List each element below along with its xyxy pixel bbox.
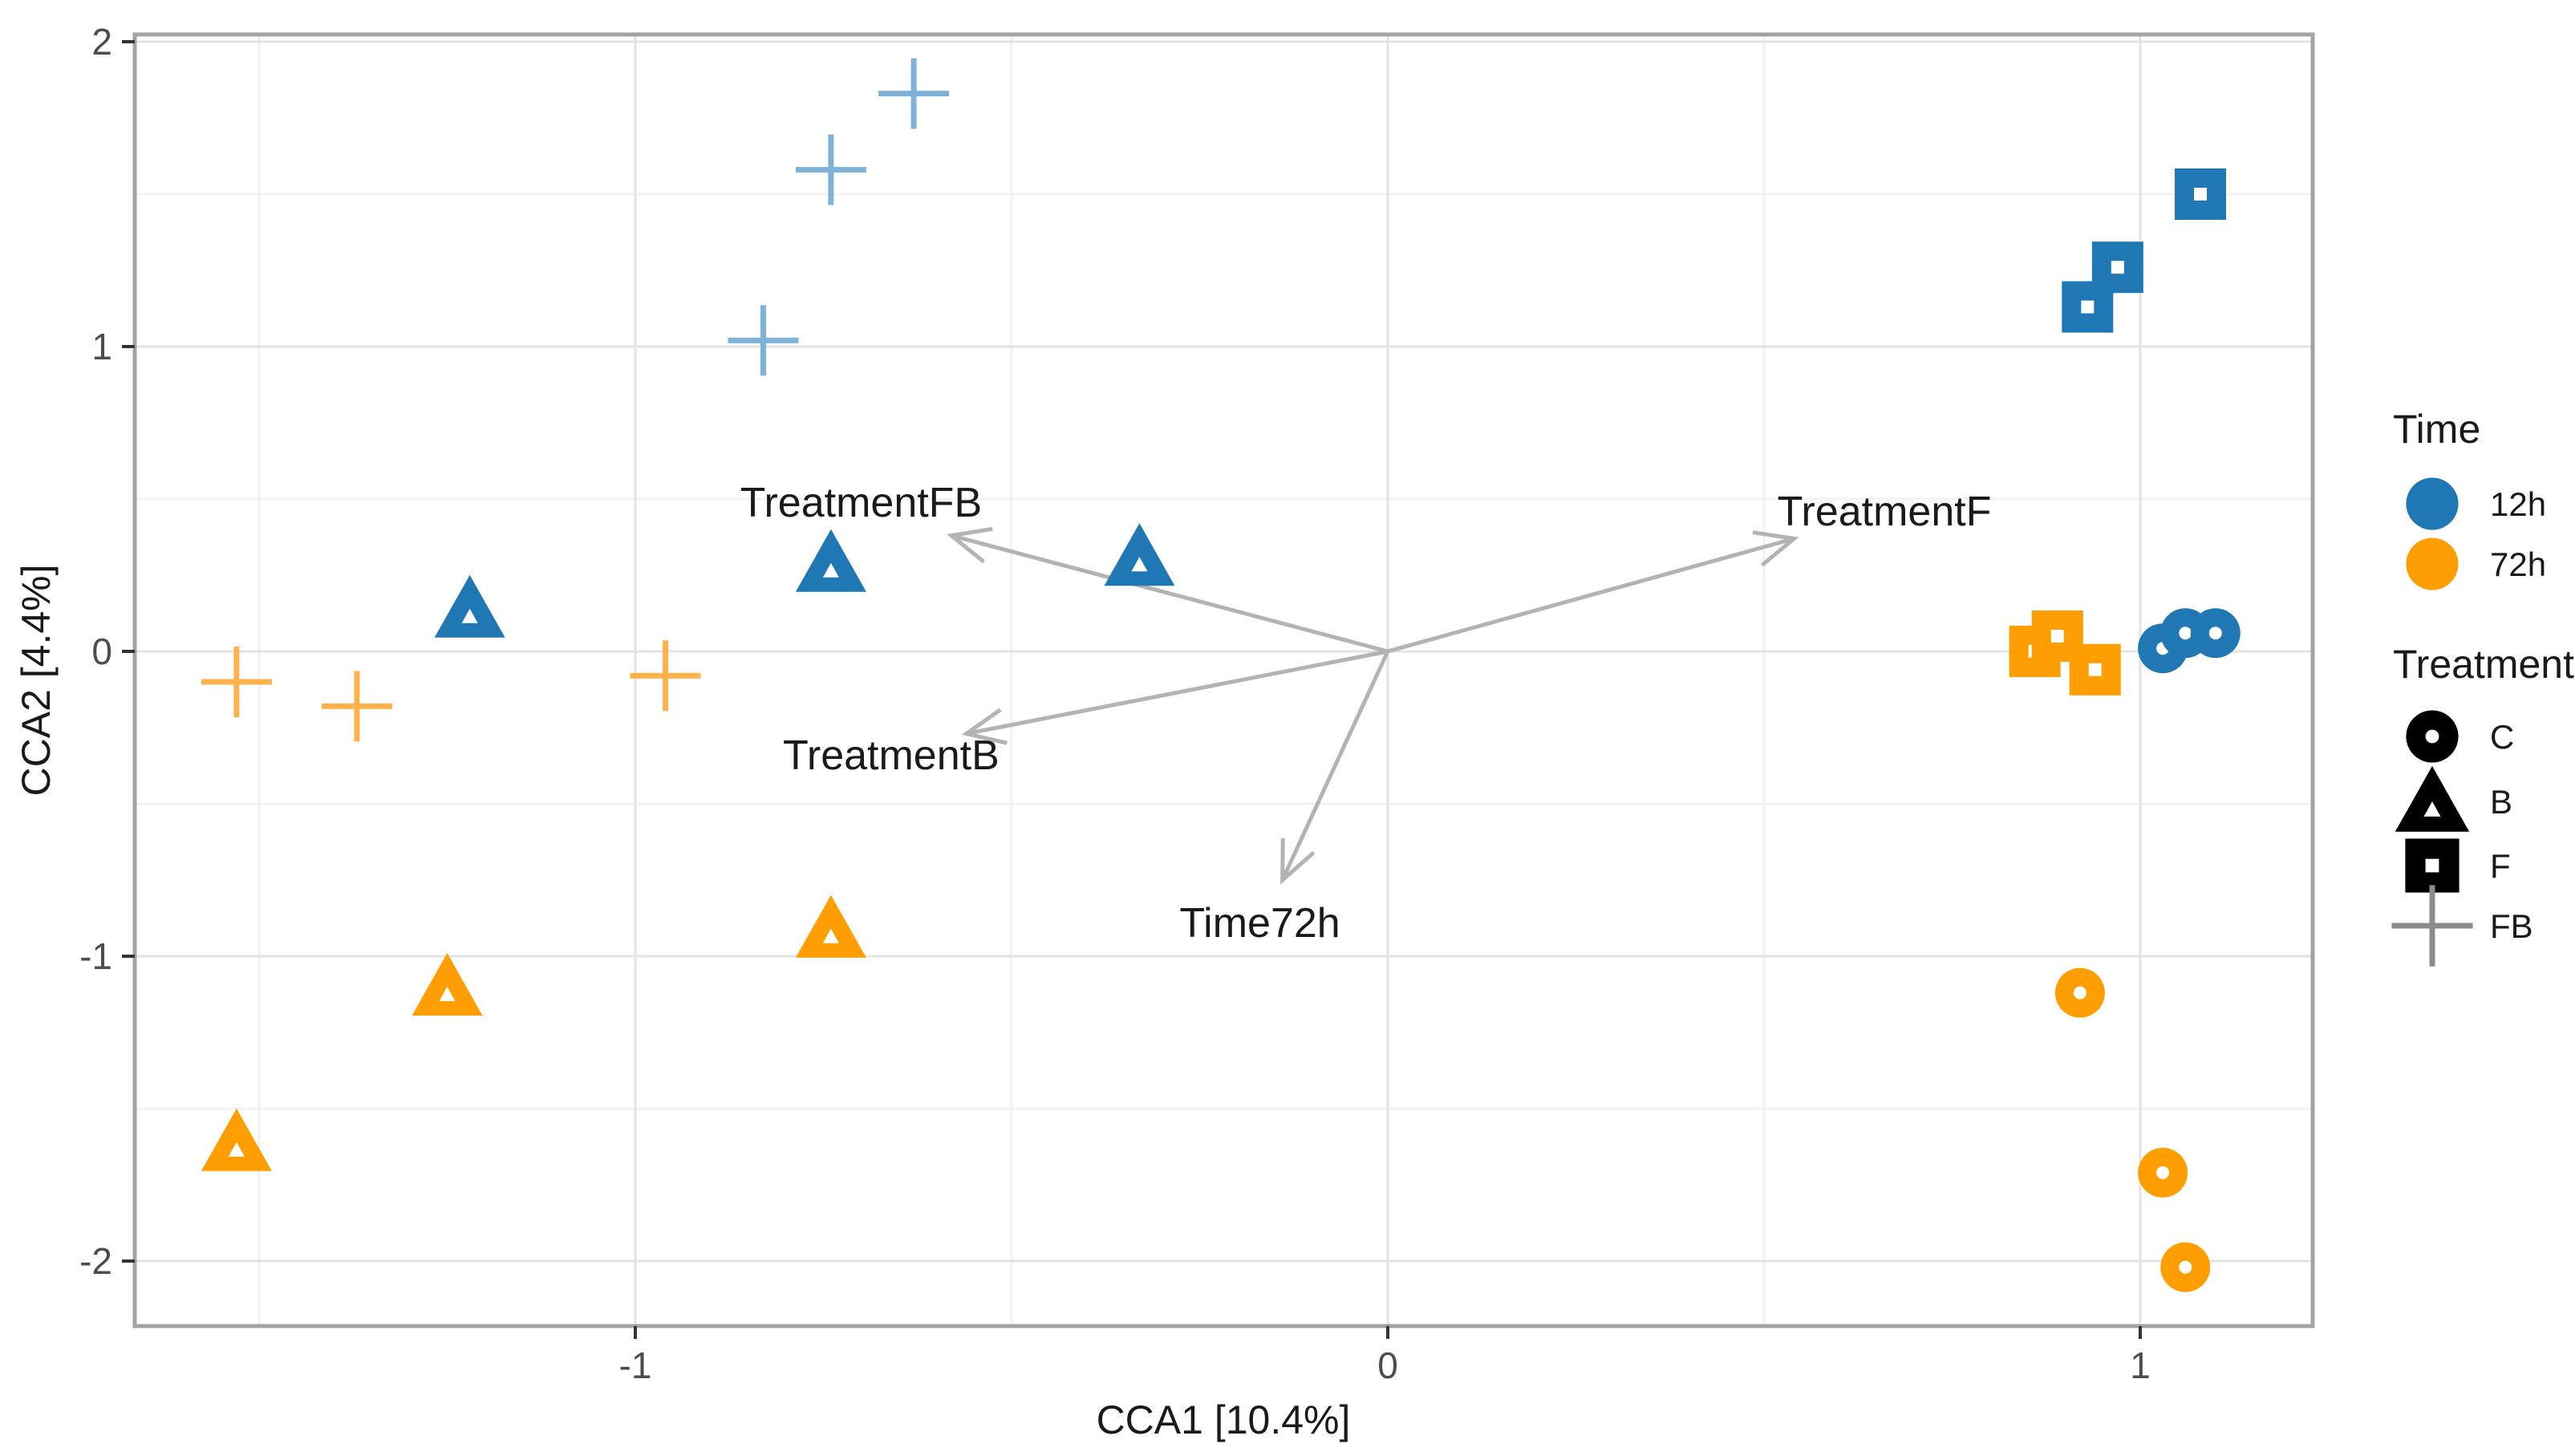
- axis-layer: -1 0 1 2 1 0 -1 -2: [79, 21, 2151, 1386]
- marker-center-dot: [2073, 986, 2086, 1000]
- biplot-arrowhead: [961, 708, 1008, 745]
- x-axis-title: CCA1 [10.4%]: [1097, 1397, 1351, 1442]
- marker-center-dot: [2156, 1166, 2170, 1179]
- x-tick-label: -1: [619, 1344, 652, 1386]
- square-marker: [2405, 838, 2459, 893]
- marker-center-dot: [2425, 729, 2439, 744]
- marker-center-dot: [2194, 188, 2208, 201]
- triangle-marker: [795, 529, 866, 592]
- triangle-marker: [412, 953, 483, 1016]
- circle-marker: [2138, 1147, 2188, 1198]
- marker-shape: [2406, 537, 2459, 590]
- marker-center-dot: [2179, 1260, 2192, 1274]
- legend-item-label: B: [2490, 783, 2512, 821]
- triangle-marker: [434, 574, 505, 638]
- legend-title-time: Time: [2393, 407, 2480, 452]
- marker-shape: [2395, 765, 2470, 832]
- marker-center-dot: [439, 987, 456, 1001]
- grid-layer: [135, 34, 2313, 1326]
- marker-center-dot: [2088, 663, 2102, 676]
- biplot-arrowhead: [1280, 838, 1316, 885]
- circle-marker: [2406, 537, 2459, 590]
- legend-title-treatment: Treatment: [2393, 642, 2574, 687]
- triangle-marker: [2395, 765, 2470, 832]
- circle-marker: [2160, 1242, 2211, 1292]
- marker-center-dot: [822, 562, 839, 578]
- marker-center-dot: [2423, 801, 2441, 817]
- y-tick-label: -2: [79, 1240, 112, 1282]
- marker-shape: [1104, 523, 1175, 586]
- biplot-arrowhead: [1752, 530, 1799, 567]
- marker-center-dot: [2425, 858, 2439, 873]
- x-tick-label: 1: [2130, 1344, 2151, 1386]
- biplot-arrow-label: TreatmentF: [1778, 489, 1992, 535]
- panel-border: [132, 32, 2315, 1328]
- x-tick-label: 0: [1377, 1344, 1398, 1386]
- marker-shape: [434, 574, 505, 638]
- triangle-marker: [201, 1108, 272, 1171]
- square-marker: [2069, 643, 2121, 696]
- triangle-marker: [795, 894, 866, 958]
- plus-marker: [2391, 885, 2473, 967]
- legend-item-label: 72h: [2490, 545, 2546, 583]
- square-marker: [2175, 168, 2227, 220]
- marker-shape: [201, 1108, 272, 1171]
- panel-border-layer: [132, 32, 2315, 1328]
- biplot-arrow-label: Time72h: [1179, 900, 1340, 947]
- biplot-arrow-shaft: [966, 649, 1389, 736]
- legend-layer: Time 12h 72h Treatment CBF FB: [2391, 407, 2574, 967]
- triangle-marker: [1104, 523, 1175, 586]
- y-tick-label: -1: [79, 935, 112, 977]
- marker-center-dot: [2050, 630, 2064, 643]
- marker-shape: [2406, 477, 2459, 530]
- square-marker: [2091, 241, 2143, 294]
- circle-marker: [2406, 477, 2459, 530]
- plus-marker: [728, 305, 799, 376]
- marker-center-dot: [822, 928, 839, 943]
- y-tick-label: 0: [91, 631, 112, 672]
- legend-item-label: FB: [2490, 907, 2533, 945]
- plus-marker: [878, 58, 950, 129]
- plus-marker: [201, 647, 272, 717]
- legend-item-label: F: [2490, 847, 2511, 885]
- biplot-arrow-label: TreatmentB: [783, 732, 1000, 779]
- marker-shape: [795, 894, 866, 958]
- plus-marker: [795, 134, 866, 205]
- biplot-arrow-label: TreatmentFB: [740, 480, 983, 526]
- biplot-arrowhead: [947, 526, 993, 564]
- marker-center-dot: [228, 1142, 245, 1157]
- y-tick-label: 1: [91, 326, 112, 367]
- circle-marker: [2406, 710, 2459, 763]
- marker-center-dot: [2179, 627, 2192, 640]
- biplot-arrow-shaft: [951, 533, 1389, 654]
- marker-center-dot: [461, 608, 478, 623]
- biplot-arrow-shaft: [1280, 650, 1390, 882]
- marker-shape: [412, 953, 483, 1016]
- circle-marker: [2054, 967, 2105, 1018]
- legend-item-label: 12h: [2490, 485, 2546, 523]
- data-point-layer: [201, 58, 2240, 1292]
- biplot-arrow-layer: TreatmentFB TreatmentF TreatmentB Time72h: [740, 480, 1992, 947]
- circle-marker: [2190, 608, 2240, 659]
- marker-center-dot: [1131, 557, 1148, 572]
- marker-center-dot: [2111, 261, 2124, 274]
- plus-marker: [630, 640, 701, 712]
- square-marker: [2062, 281, 2114, 333]
- y-tick-label: 2: [91, 21, 112, 63]
- biplot-arrow-shaft: [1387, 536, 1795, 654]
- legend-item-label: C: [2490, 718, 2514, 756]
- y-axis-title: CCA2 [4.4%]: [14, 564, 59, 796]
- plus-marker: [321, 671, 392, 742]
- marker-shape: [795, 529, 866, 592]
- marker-center-dot: [2208, 627, 2222, 640]
- marker-center-dot: [2081, 300, 2094, 314]
